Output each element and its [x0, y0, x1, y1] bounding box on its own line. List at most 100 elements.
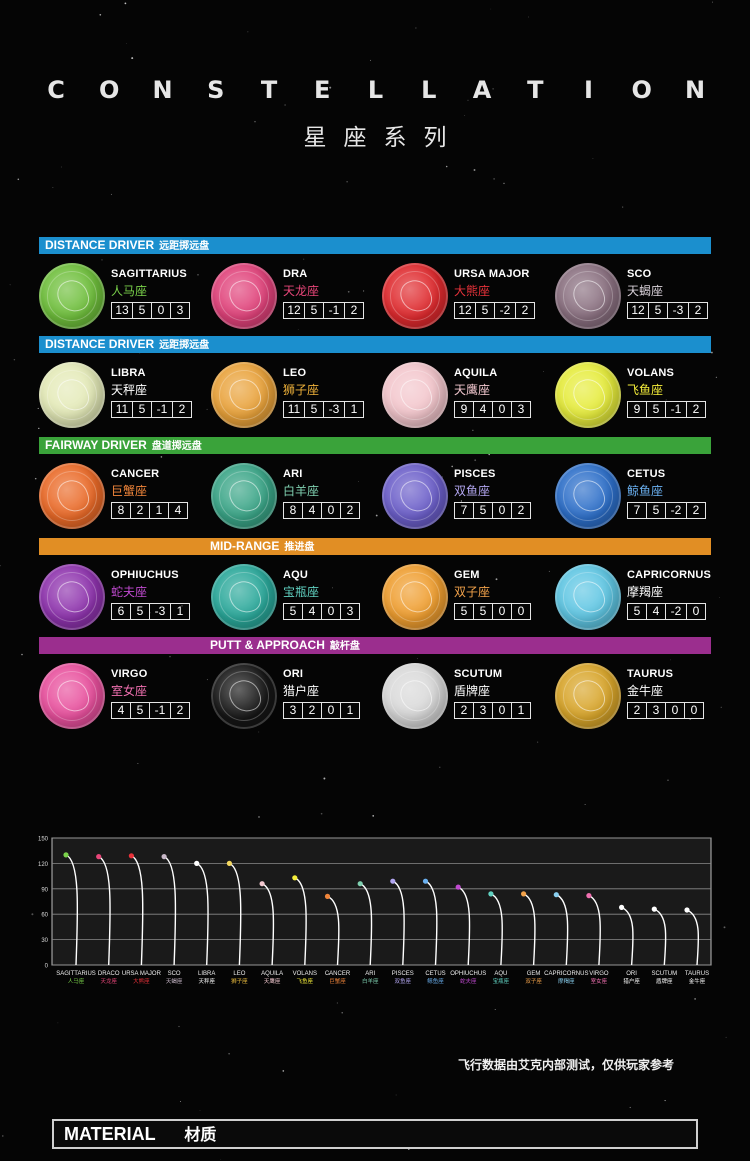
disc-item[interactable]: VIRGO 室女座 4 5 -1 2 — [39, 659, 209, 731]
star — [99, 13, 102, 16]
flight-number-cell: 0 — [492, 702, 512, 719]
disc-item[interactable]: ARI 白羊座 8 4 0 2 — [211, 459, 381, 531]
flight-number-cell: 1 — [511, 702, 531, 719]
flight-path — [196, 862, 209, 966]
x-tick-label-cn: 摩羯座 — [558, 977, 575, 985]
star — [503, 182, 505, 185]
category-label-en: DISTANCE DRIVER — [45, 238, 155, 252]
disc-item[interactable]: SCUTUM 盾牌座 2 3 0 1 — [382, 659, 552, 731]
flight-number-cell: 5 — [646, 502, 666, 519]
x-tick-label-cn: 巨蟹座 — [329, 977, 346, 985]
disc-name-cn: 巨蟹座 — [111, 484, 148, 498]
peak-point — [651, 906, 657, 912]
star — [206, 679, 208, 681]
flight-numbers: 13 5 0 3 — [111, 302, 190, 319]
x-tick-label: ARI — [365, 971, 375, 977]
flight-number-cell: -1 — [149, 702, 171, 719]
disc-name-cn: 双鱼座 — [454, 484, 491, 498]
flight-number-cell: 7 — [454, 502, 474, 519]
disc-item[interactable]: ORI 猎户座 3 2 0 1 — [211, 659, 381, 731]
flight-number-cell: 0 — [321, 702, 341, 719]
x-tick-label: SAGITTARIUS — [56, 971, 96, 977]
star — [439, 766, 441, 768]
disc-name-cn: 室女座 — [111, 684, 148, 698]
flight-number-cell: 0 — [151, 302, 171, 319]
flight-number-cell: 8 — [111, 502, 131, 519]
star — [254, 120, 256, 123]
disc-name-cn: 摩羯座 — [627, 585, 664, 599]
disc-item[interactable]: LEO 狮子座 11 5 -3 1 — [211, 358, 381, 430]
disc-name-cn: 大熊座 — [454, 284, 491, 298]
category-label-cn: 敲杆盘 — [329, 641, 360, 652]
flight-numbers: 5 4 -2 0 — [627, 603, 706, 620]
flight-number-cell: 2 — [302, 702, 322, 719]
disc-item[interactable]: SAGITTARIUS 人马座 13 5 0 3 — [39, 259, 209, 331]
star — [650, 480, 652, 482]
title-letter: L — [367, 76, 384, 104]
star — [490, 8, 492, 10]
flight-number-cell: 4 — [302, 502, 322, 519]
disc-name: SCO — [627, 268, 652, 280]
x-tick-label-cn: 猎户座 — [623, 977, 640, 985]
disc-name: CANCER — [111, 468, 160, 480]
flight-number-cell: 8 — [283, 502, 303, 519]
flight-number-cell: 2 — [344, 302, 364, 319]
peak-point — [586, 893, 592, 899]
disc-item[interactable]: DRA 天龙座 12 5 -1 2 — [211, 259, 381, 331]
title-letter: I — [584, 76, 593, 104]
category-label-en: PUTT & APPROACH — [210, 638, 325, 652]
flight-number-cell: 4 — [646, 603, 666, 620]
flight-path — [98, 855, 111, 966]
flight-number-cell: 7 — [627, 502, 647, 519]
flight-number-cell: 2 — [688, 302, 708, 319]
star — [169, 655, 171, 658]
disc-item[interactable]: LIBRA 天秤座 11 5 -1 2 — [39, 358, 209, 430]
x-tick-label: DRACO — [98, 971, 120, 977]
star — [206, 408, 208, 410]
star — [372, 815, 375, 817]
star — [137, 762, 139, 764]
x-tick-label-cn: 白羊座 — [362, 977, 379, 985]
flight-number-cell: 5 — [473, 603, 493, 620]
disc-name: AQUILA — [454, 367, 498, 379]
x-tick-label-cn: 盾牌座 — [656, 977, 673, 985]
flight-path — [588, 894, 602, 966]
x-tick-label: URSA MAJOR — [122, 971, 162, 977]
peak-point — [553, 892, 559, 898]
disc-item[interactable]: SCO 天蝎座 12 5 -3 2 — [555, 259, 725, 331]
disc-item[interactable]: CAPRICORNUS 摩羯座 5 4 -2 0 — [555, 560, 725, 632]
star — [160, 456, 163, 458]
star — [667, 779, 669, 781]
disc-item[interactable]: PISCES 双鱼座 7 5 0 2 — [382, 459, 552, 531]
peak-point — [63, 852, 69, 858]
disc-item[interactable]: OPHIUCHUS 蛇夫座 6 5 -3 1 — [39, 560, 209, 632]
star — [464, 115, 466, 116]
star — [370, 59, 371, 61]
flight-number-cell: 3 — [473, 702, 493, 719]
title-letter: N — [152, 76, 173, 104]
x-tick-label-cn: 飞鱼座 — [297, 977, 314, 985]
disc-image — [39, 263, 105, 329]
flight-path — [261, 883, 275, 966]
y-tick-label: 90 — [41, 887, 48, 893]
material-label-cn: 材质 — [184, 1125, 217, 1144]
disc-name: VIRGO — [111, 668, 148, 680]
star — [664, 1100, 666, 1102]
disc-item[interactable]: GEM 双子座 5 5 0 0 — [382, 560, 552, 632]
disc-item[interactable]: URSA MAJOR 大熊座 12 5 -2 2 — [382, 259, 552, 331]
star — [57, 1022, 59, 1024]
flight-number-cell: 0 — [321, 603, 341, 620]
disc-item[interactable]: CANCER 巨蟹座 8 2 1 4 — [39, 459, 209, 531]
disc-item[interactable]: CETUS 鲸鱼座 7 5 -2 2 — [555, 459, 725, 531]
disc-item[interactable]: TAURUS 金牛座 2 3 0 0 — [555, 659, 725, 731]
title-letter: C — [47, 76, 65, 104]
flight-path — [425, 880, 438, 966]
star — [282, 1070, 285, 1072]
disc-item[interactable]: VOLANS 飞鱼座 9 5 -1 2 — [555, 358, 725, 430]
disc-item[interactable]: AQUILA 天鹰座 9 4 0 3 — [382, 358, 552, 430]
disc-item[interactable]: AQU 宝瓶座 5 4 0 3 — [211, 560, 381, 632]
flight-number-cell: 0 — [321, 502, 341, 519]
